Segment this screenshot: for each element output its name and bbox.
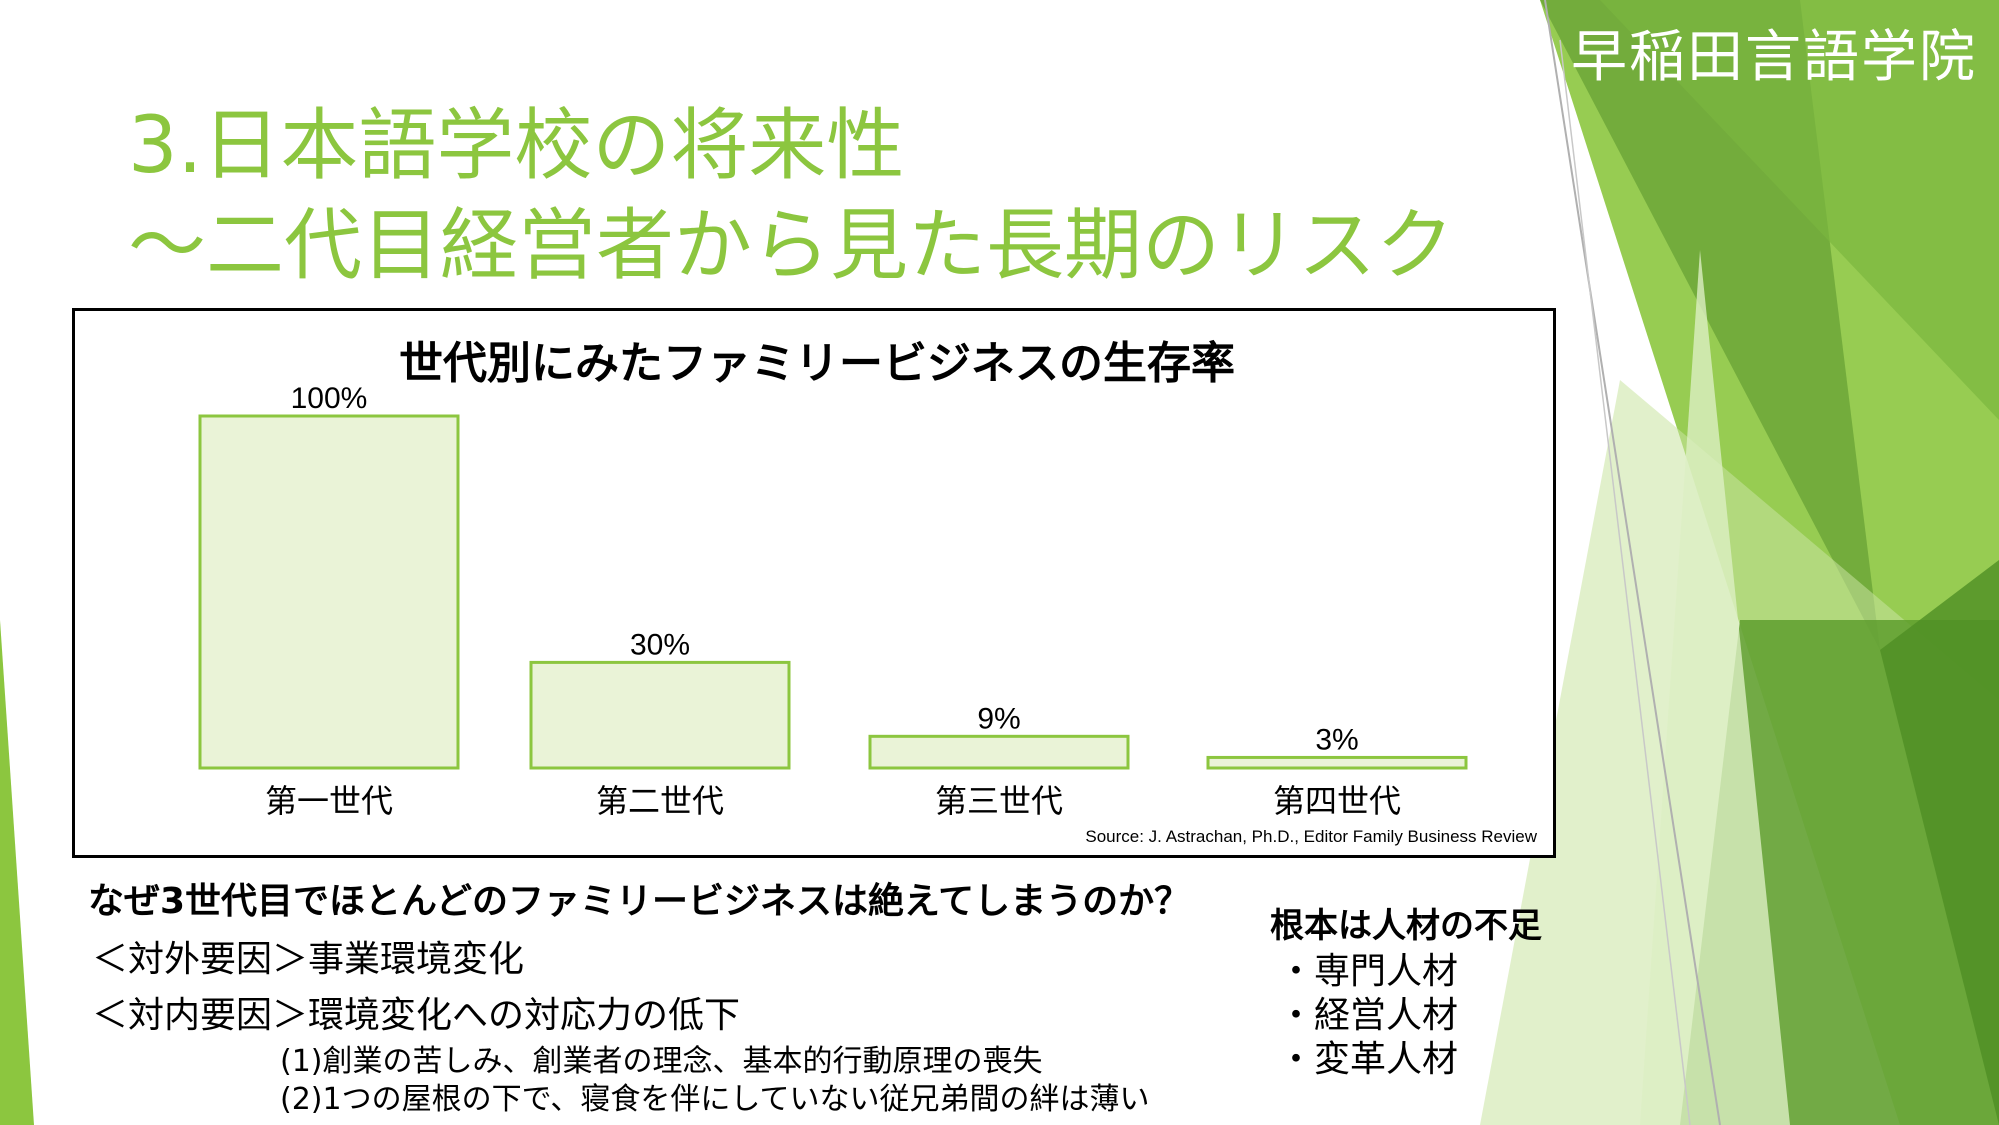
bar-value-label-4: 3%: [1315, 723, 1358, 756]
bar-4: [1206, 755, 1468, 770]
category-label-2: 第二世代: [596, 782, 724, 820]
bar-3: [868, 734, 1130, 770]
chart-source: Source: J. Astrachan, Ph.D., Editor Fami…: [1085, 827, 1537, 846]
internal-factor: ＜対内要因＞環境変化への対応力の低下: [92, 995, 741, 1036]
category-label-1: 第一世代: [265, 782, 393, 820]
bar-2: [529, 660, 791, 770]
title-line-1: 3.日本語学校の将来性: [128, 101, 905, 191]
bar-1: [198, 414, 460, 770]
reason-1: (1)創業の苦しみ、創業者の理念、基本的行動原理の喪失: [280, 1044, 1043, 1079]
category-label-4: 第四世代: [1273, 782, 1401, 820]
root-cause-heading: 根本は人材の不足: [1270, 906, 1542, 946]
question-heading: なぜ3世代目でほとんどのファミリービジネスは絶えてしまうのか？: [88, 881, 1191, 922]
talent-item-management: ・経営人材: [1278, 995, 1459, 1036]
chart-panel: 100% 第一世代 30% 第二世代 9% 第三世代 3% 第四世代 世代別にみたファミリービ…: [72, 308, 1556, 858]
bar-chart: 100% 第一世代 30% 第二世代 9% 第三世代 3% 第四世代: [198, 382, 1468, 820]
talent-item-transformation: ・変革人材: [1278, 1039, 1459, 1080]
slide-title: 3.日本語学校の将来性 ～二代目経営者から見た長期のリスク: [128, 96, 1454, 296]
school-logo-text: 早稲田言語学院: [1571, 25, 1977, 90]
category-label-3: 第三世代: [935, 782, 1063, 820]
bar-value-label-2: 30%: [630, 628, 690, 661]
reason-2: (2)1つの屋根の下で、寝食を伴にしていない従兄弟間の絆は薄い: [280, 1082, 1150, 1117]
chart-title: 世代別にみたファミリービジネスの生存率: [399, 338, 1235, 389]
external-factor: ＜対外要因＞事業環境変化: [92, 939, 525, 980]
bar-value-label-1: 100%: [291, 382, 368, 415]
bar-value-label-3: 9%: [977, 702, 1020, 735]
title-line-2: ～二代目経営者から見た長期のリスク: [128, 201, 1455, 291]
talent-item-specialist: ・専門人材: [1278, 951, 1459, 992]
